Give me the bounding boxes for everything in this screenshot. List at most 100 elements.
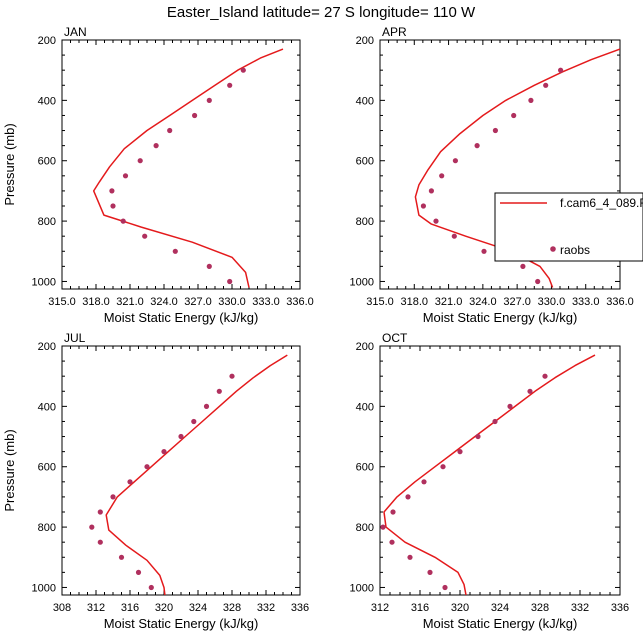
raobs-point xyxy=(543,82,549,88)
raobs-point xyxy=(142,233,148,239)
plot-frame-jan xyxy=(61,39,301,290)
ytick-label: 600 xyxy=(356,462,374,474)
xtick-label: 336.0 xyxy=(606,296,634,308)
ytick-label: 800 xyxy=(38,216,56,228)
raobs-point xyxy=(216,388,222,394)
xtick-label: 336 xyxy=(611,602,629,614)
raobs-point xyxy=(390,509,396,515)
ytick-label: 800 xyxy=(356,216,374,228)
raobs-point xyxy=(481,248,487,254)
legend-obs-label: raobs xyxy=(560,243,590,257)
raobs-point xyxy=(227,82,233,88)
xtick-label: 330.0 xyxy=(218,296,246,308)
raobs-point xyxy=(178,433,184,440)
raobs-point xyxy=(135,569,142,576)
raobs-point xyxy=(110,203,116,209)
xtick-label: 318.0 xyxy=(401,296,429,308)
xaxis-label: Moist Static Energy (kJ/kg) xyxy=(104,616,259,631)
raobs-point xyxy=(528,97,534,103)
xtick-label: 321.0 xyxy=(435,296,463,308)
plot-frame-oct xyxy=(379,345,621,596)
raobs-point xyxy=(172,248,178,254)
xtick-label: 336 xyxy=(291,602,309,614)
raobs-point xyxy=(428,188,434,194)
raobs-point xyxy=(153,143,159,149)
legend-box xyxy=(494,192,643,262)
raobs-point xyxy=(206,263,212,269)
xtick-label: 308 xyxy=(53,602,71,614)
raobs-point xyxy=(474,143,480,149)
ytick-label: 400 xyxy=(38,401,56,413)
ytick-label: 200 xyxy=(356,35,374,47)
xtick-label: 328 xyxy=(223,602,241,614)
raobs-point xyxy=(240,67,246,73)
ytick-label: 1000 xyxy=(32,582,56,594)
ytick-label: 400 xyxy=(38,95,56,107)
raobs-point xyxy=(191,418,197,425)
raobs-point xyxy=(97,539,103,545)
legend-obs-marker xyxy=(550,246,556,252)
raobs-point xyxy=(380,524,386,530)
legend-model-label: f.cam6_4_089.FLTHIST_ne30.r328_gamma0.33… xyxy=(560,196,643,210)
model-profile-line xyxy=(383,354,596,595)
xtick-label: 324.0 xyxy=(150,296,178,308)
raobs-point xyxy=(440,464,446,470)
raobs-point xyxy=(229,373,235,379)
xtick-label: 332 xyxy=(571,602,589,614)
raobs-point xyxy=(97,509,103,515)
xaxis-label: Moist Static Energy (kJ/kg) xyxy=(423,616,578,631)
xtick-label: 327.0 xyxy=(184,296,212,308)
xtick-label: 328 xyxy=(531,602,549,614)
xtick-label: 324 xyxy=(491,602,509,614)
raobs-point xyxy=(89,524,95,530)
xtick-label: 315.0 xyxy=(48,296,76,308)
xtick-label: 330.0 xyxy=(538,296,566,308)
raobs-point xyxy=(192,112,198,119)
raobs-point xyxy=(161,449,167,455)
xtick-label: 321.0 xyxy=(116,296,144,308)
xtick-label: 333.0 xyxy=(572,296,600,308)
yaxis-label: Pressure (mb) xyxy=(2,429,17,511)
xtick-label: 336.0 xyxy=(286,296,314,308)
xaxis-label: Moist Static Energy (kJ/kg) xyxy=(423,310,578,325)
raobs-point xyxy=(118,554,125,560)
xtick-label: 332 xyxy=(257,602,275,614)
ytick-label: 200 xyxy=(38,341,56,353)
xtick-label: 327.0 xyxy=(503,296,531,308)
raobs-point xyxy=(492,418,498,425)
raobs-point xyxy=(439,173,445,179)
xtick-label: 315.0 xyxy=(366,296,394,308)
raobs-point xyxy=(520,263,526,269)
legend: f.cam6_4_089.FLTHIST_ne30.r328_gamma0.33… xyxy=(494,192,643,262)
xtick-label: 324 xyxy=(189,602,207,614)
raobs-point xyxy=(137,158,143,164)
xtick-label: 324.0 xyxy=(469,296,497,308)
model-profile-line xyxy=(105,354,288,595)
plot-area-oct xyxy=(380,354,596,595)
raobs-point xyxy=(421,479,427,485)
panel-jan: JAN 315.0 318.0 321.0 324.0 327.0 330.0 333.0 33… xyxy=(2,25,314,325)
ytick-label: 200 xyxy=(356,341,374,353)
raobs-point xyxy=(451,233,457,239)
ytick-label: 600 xyxy=(38,462,56,474)
raobs-point xyxy=(535,278,541,285)
panel-oct: OCT 312 316 320 324 328 332 336 200 400 600 800 1000… xyxy=(350,331,630,631)
raobs-point xyxy=(120,218,126,224)
raobs-point xyxy=(442,584,448,591)
figure-title: Easter_Island latitude= 27 S longitude= … xyxy=(167,4,476,21)
panel-title-oct: OCT xyxy=(382,331,408,345)
raobs-point xyxy=(127,479,133,485)
xtick-label: 318.0 xyxy=(82,296,110,308)
xtick-label: 333.0 xyxy=(252,296,280,308)
plot-area-jan xyxy=(92,48,284,288)
raobs-point xyxy=(407,554,413,560)
xaxis-label: Moist Static Energy (kJ/kg) xyxy=(104,310,259,325)
raobs-point xyxy=(148,584,154,591)
raobs-point xyxy=(110,494,116,500)
panel-title-jul: JUL xyxy=(64,331,86,345)
panel-apr: APR 315.0 318.0 321.0 324.0 327.0 330.0 333.0 33… xyxy=(350,25,634,325)
ytick-label: 1000 xyxy=(350,276,374,288)
raobs-point xyxy=(475,433,481,440)
panel-title-apr: APR xyxy=(382,25,407,39)
